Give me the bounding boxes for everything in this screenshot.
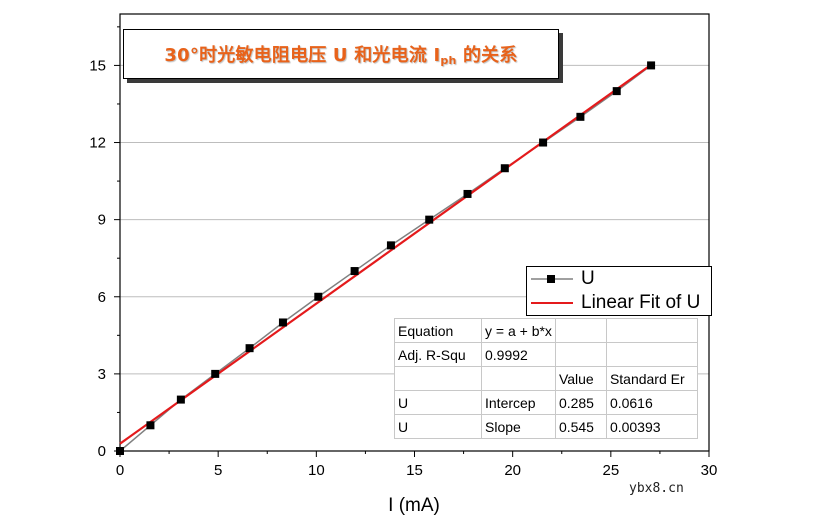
table-cell: Value bbox=[554, 366, 607, 391]
x-tick-label: 25 bbox=[602, 462, 619, 479]
y-tick-label: 6 bbox=[98, 289, 106, 306]
legend-fit-line bbox=[531, 302, 573, 304]
data-point-u bbox=[425, 215, 434, 224]
data-point-u bbox=[245, 344, 254, 353]
table-cell bbox=[605, 342, 698, 367]
data-point-u bbox=[176, 395, 185, 404]
data-point-u bbox=[576, 112, 585, 121]
table-cell: U bbox=[394, 390, 482, 415]
data-point-u bbox=[278, 318, 287, 327]
table-row: Value Standard Er bbox=[394, 366, 698, 391]
table-cell: Slope bbox=[481, 414, 556, 439]
table-cell: 0.0616 bbox=[605, 390, 698, 415]
table-cell bbox=[394, 366, 482, 391]
table-row: Adj. R-Squ 0.9992 bbox=[394, 342, 698, 367]
y-tick-label: 0 bbox=[98, 443, 106, 460]
y-tick-label: 15 bbox=[89, 57, 106, 74]
series-group bbox=[116, 61, 656, 455]
chart-title: 30°时光敏电阻电压 U 和光电流 Iph 的关系 bbox=[164, 45, 518, 67]
data-point-u bbox=[350, 267, 359, 276]
table-row: Equation y = a + b*x bbox=[394, 318, 698, 343]
watermark: ybx8.cn bbox=[629, 481, 684, 496]
data-point-u bbox=[500, 164, 509, 173]
data-point-u bbox=[211, 369, 220, 378]
data-point-u bbox=[116, 447, 124, 455]
y-tick-label: 12 bbox=[89, 135, 106, 152]
data-point-u bbox=[539, 138, 548, 147]
table-cell bbox=[605, 318, 698, 343]
table-cell: 0.9992 bbox=[481, 342, 556, 367]
fit-line bbox=[119, 63, 652, 445]
data-point-u bbox=[463, 189, 472, 198]
data-point-u bbox=[386, 241, 395, 250]
fit-results-table: Equation y = a + b*x Adj. R-Squ 0.9992 V… bbox=[394, 318, 698, 439]
x-tick-label: 0 bbox=[116, 462, 124, 479]
data-point-u bbox=[612, 87, 621, 96]
table-cell: 0.00393 bbox=[605, 414, 698, 439]
table-cell: U bbox=[394, 414, 482, 439]
table-cell: Equation bbox=[394, 318, 482, 343]
data-point-u bbox=[647, 61, 656, 70]
x-tick-label: 5 bbox=[214, 462, 222, 479]
table-cell: Intercep bbox=[481, 390, 556, 415]
x-tick-label: 20 bbox=[504, 462, 521, 479]
table-cell: y = a + b*x bbox=[481, 318, 556, 343]
table-cell: 0.285 bbox=[554, 390, 607, 415]
legend-label-fit: Linear Fit of U bbox=[581, 292, 701, 313]
data-point-u bbox=[314, 292, 323, 301]
legend: U Linear Fit of U bbox=[526, 266, 712, 316]
table-cell: 0.545 bbox=[554, 414, 607, 439]
legend-u-marker bbox=[531, 275, 573, 283]
x-tick-label: 30 bbox=[701, 462, 718, 479]
x-tick-label: 10 bbox=[308, 462, 325, 479]
legend-item-u: U bbox=[527, 267, 595, 291]
legend-label-u: U bbox=[581, 268, 595, 289]
table-cell bbox=[481, 366, 556, 391]
table-row: U Intercep 0.285 0.0616 bbox=[394, 390, 698, 415]
y-tick-label: 9 bbox=[98, 212, 106, 229]
table-cell bbox=[554, 342, 607, 367]
table-row: U Slope 0.545 0.00393 bbox=[394, 414, 698, 439]
x-axis-label: I (mA) bbox=[388, 495, 440, 516]
legend-item-fit: Linear Fit of U bbox=[527, 291, 700, 315]
x-tick-label: 15 bbox=[406, 462, 423, 479]
chart-title-box: 30°时光敏电阻电压 U 和光电流 Iph 的关系 bbox=[123, 29, 559, 79]
table-cell: Adj. R-Squ bbox=[394, 342, 482, 367]
table-cell bbox=[554, 318, 607, 343]
data-point-u bbox=[146, 421, 155, 430]
table-cell: Standard Er bbox=[605, 366, 698, 391]
y-tick-label: 3 bbox=[98, 366, 106, 383]
